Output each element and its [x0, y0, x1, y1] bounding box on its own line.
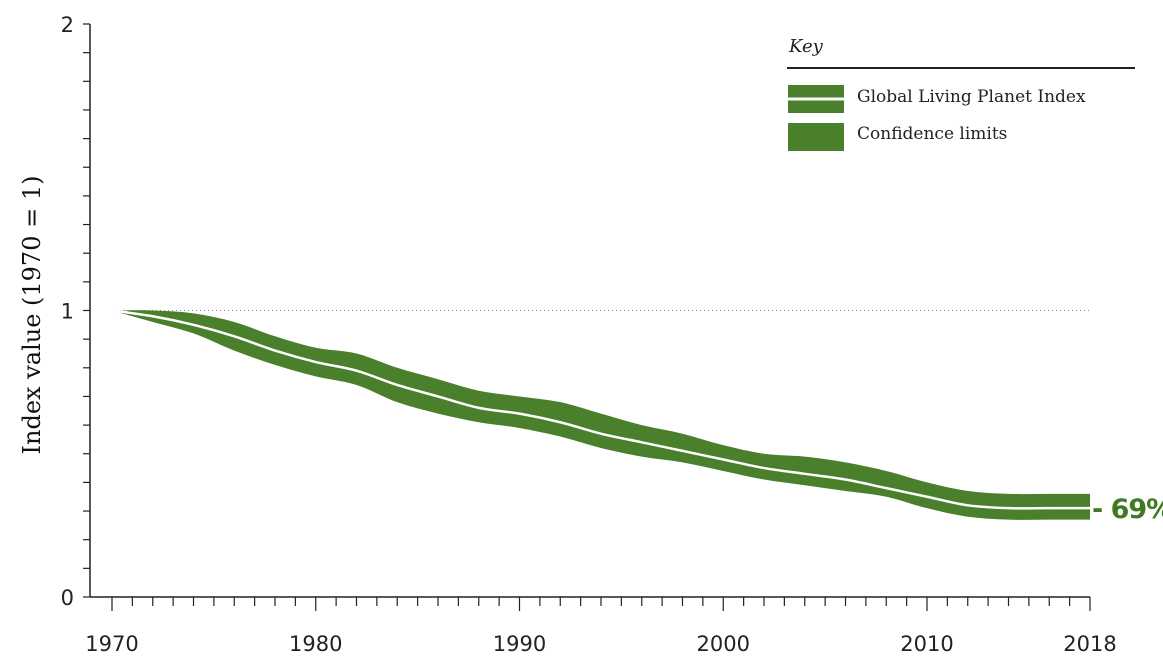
legend-label-confidence: Confidence limits — [857, 124, 1007, 144]
legend-swatch-confidence — [788, 123, 844, 151]
y-tick-label: 0 — [61, 586, 74, 610]
y-tick-label: 2 — [61, 13, 74, 37]
x-ticks: 1970 1980 1990 2000 2010 2018 — [85, 597, 1117, 656]
legend-label-index: Global Living Planet Index — [857, 87, 1086, 107]
x-tick-label: 2018 — [1063, 632, 1116, 656]
index-line — [111, 309, 1090, 510]
x-tick-label: 1970 — [85, 632, 138, 656]
legend: Key Global Living Planet Index Confidenc… — [787, 36, 1135, 151]
y-ticks: 0 1 2 — [61, 13, 90, 610]
x-tick-label: 2010 — [900, 632, 953, 656]
x-tick-label: 2000 — [697, 632, 750, 656]
end-change-label: - 69% — [1092, 494, 1163, 525]
y-tick-label: 1 — [61, 300, 74, 324]
x-tick-label: 1990 — [493, 632, 546, 656]
legend-title: Key — [788, 36, 824, 57]
y-axis-label: Index value (1970 = 1) — [18, 176, 46, 455]
x-tick-label: 1980 — [289, 632, 342, 656]
confidence-band — [112, 310, 1090, 520]
